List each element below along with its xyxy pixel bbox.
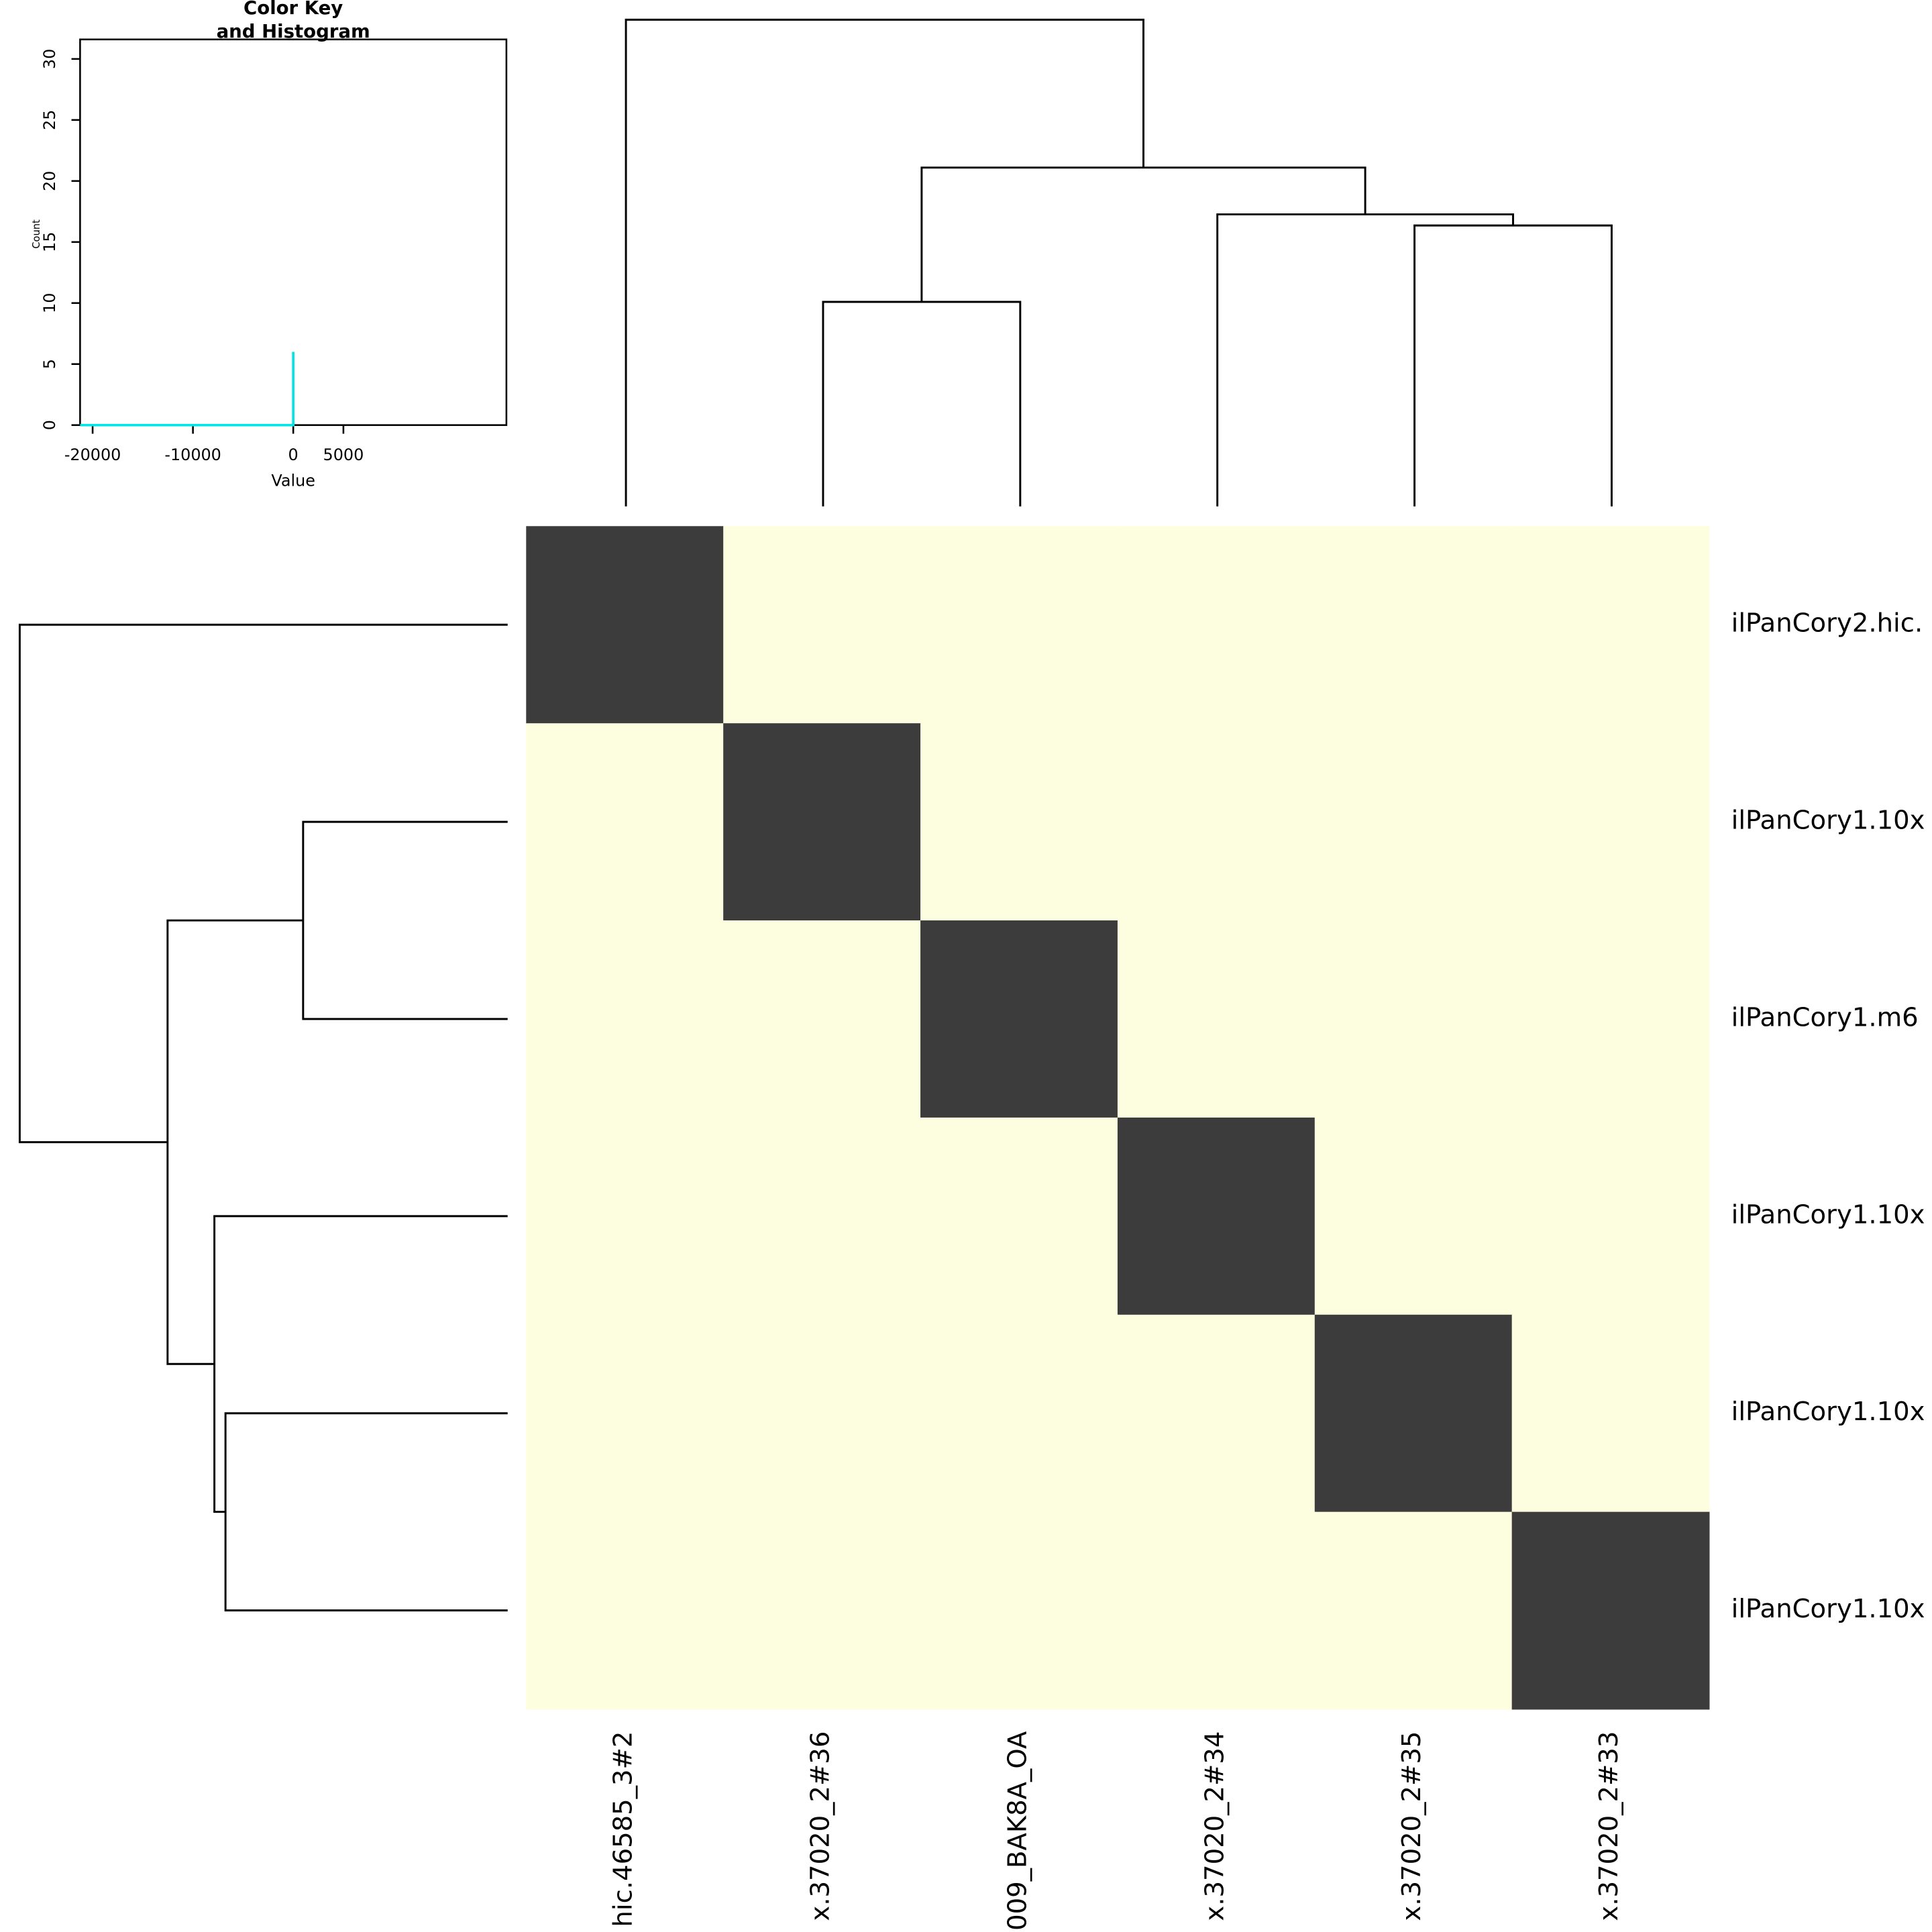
heatmap-cell xyxy=(1511,920,1710,1118)
heatmap-cell xyxy=(723,920,921,1118)
y-tick-label: 25 xyxy=(40,110,59,130)
heatmap-cell xyxy=(1511,1511,1710,1710)
heatmap-cell xyxy=(1511,526,1710,724)
heatmap-cell xyxy=(1511,723,1710,921)
heatmap-cell xyxy=(723,1314,921,1513)
dendrogram-branch xyxy=(822,301,1022,506)
row-label: ilPanCory1.10x xyxy=(1731,806,1925,836)
heatmap-cell xyxy=(1314,920,1513,1118)
heatmap-cell xyxy=(526,723,724,921)
column-label: x.37020_2#34 xyxy=(1199,1731,1230,1921)
heatmap-cell xyxy=(1314,1314,1513,1513)
y-tick-label: 15 xyxy=(40,232,59,252)
row-label: ilPanCory1.10x xyxy=(1731,1594,1925,1624)
heatmap-cell xyxy=(1117,526,1316,724)
heatmap-cell xyxy=(1511,1314,1710,1513)
y-tick-label: 30 xyxy=(40,49,59,69)
dendrogram-branch xyxy=(1216,213,1514,506)
heatmap-cell xyxy=(1314,1511,1513,1710)
y-tick-label: 20 xyxy=(40,171,59,191)
x-tick-label: -10000 xyxy=(164,445,221,464)
heatmap-cell xyxy=(1314,723,1513,921)
dendrogram-branch xyxy=(625,18,1144,506)
column-label: x.37020_2#36 xyxy=(806,1731,836,1921)
dendrogram-branch xyxy=(213,1215,508,1513)
heatmap-cell xyxy=(920,1511,1118,1710)
row-label: ilPanCory2.hic. xyxy=(1731,608,1923,639)
column-dendrogram xyxy=(625,18,1613,506)
x-tick-label: 5000 xyxy=(323,445,364,464)
heatmap-cell xyxy=(1117,920,1316,1118)
dendrogram-branch xyxy=(224,1412,508,1612)
row-label: ilPanCory1.10x xyxy=(1731,1397,1925,1427)
y-tick-label: 0 xyxy=(40,420,59,430)
x-tick-label: -20000 xyxy=(64,445,121,464)
heatmap-cell xyxy=(920,526,1118,724)
histogram-title: and Histogram xyxy=(217,21,370,42)
heatmap-cell xyxy=(1511,1117,1710,1316)
heatmap-cell xyxy=(723,1117,921,1316)
column-label: x.37020_2#33 xyxy=(1594,1731,1624,1921)
heatmap-cell xyxy=(920,920,1118,1118)
dendrogram-branch xyxy=(18,623,508,1144)
y-tick-label: 10 xyxy=(40,293,59,313)
dendrogram-branch xyxy=(166,919,303,1365)
heatmap-cell xyxy=(723,526,921,724)
heatmap-cell xyxy=(723,1511,921,1710)
y-axis-label: Count xyxy=(31,219,42,249)
heatmap-cell xyxy=(723,723,921,921)
row-label: ilPanCory1.10x xyxy=(1731,1199,1925,1230)
heatmap-cell xyxy=(920,1117,1118,1316)
heatmap-cell xyxy=(526,1314,724,1513)
dendrogram-branch xyxy=(1413,224,1613,506)
heatmap-cell xyxy=(1117,723,1316,921)
heatmap-cell xyxy=(1314,1117,1513,1316)
column-label: x.37020_2#35 xyxy=(1397,1731,1427,1921)
row-dendrogram xyxy=(18,623,508,1612)
heatmap-cell xyxy=(526,1511,724,1710)
x-axis-label: Value xyxy=(271,472,315,490)
heatmap-cell xyxy=(1117,1117,1316,1316)
heatmap-cell xyxy=(526,526,724,724)
column-label: 009_BAK8A_OA xyxy=(1002,1731,1032,1931)
heatmap-cell xyxy=(526,920,724,1118)
dendrogram-branch xyxy=(302,820,508,1020)
y-tick-label: 5 xyxy=(40,359,59,369)
heatmap-cell xyxy=(1117,1511,1316,1710)
column-label: hic.46585_3#2 xyxy=(608,1731,639,1927)
heatmap-cell xyxy=(920,1314,1118,1513)
histogram-title: Color Key xyxy=(244,0,343,19)
histogram-line xyxy=(80,352,294,427)
dendrogram-branch xyxy=(920,166,1366,302)
heatmap-cell xyxy=(1314,526,1513,724)
x-tick-label: 0 xyxy=(288,445,299,464)
heatmap-cell xyxy=(526,1117,724,1316)
row-label: ilPanCory1.m6 xyxy=(1731,1002,1919,1032)
heatmap-cell xyxy=(1117,1314,1316,1513)
heatmap-cell xyxy=(920,723,1118,921)
